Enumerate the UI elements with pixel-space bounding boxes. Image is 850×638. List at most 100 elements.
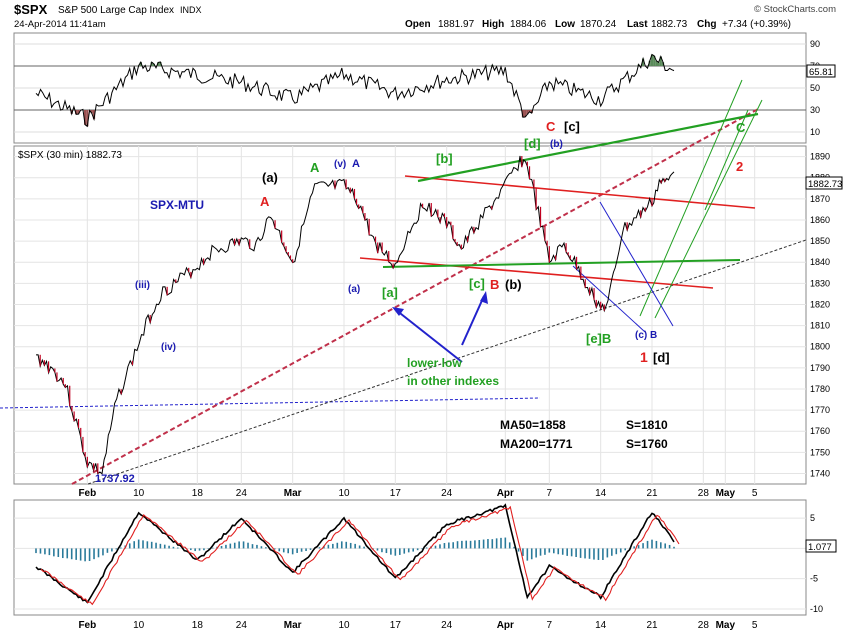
price-tick-label: 1770	[810, 405, 830, 415]
label-A-green: A	[310, 160, 320, 175]
low-label: Low	[555, 19, 575, 30]
price-last-badge: 1882.73	[808, 179, 842, 190]
blue-arrow-1	[395, 309, 463, 363]
label-v: (v)	[334, 159, 346, 170]
price-tick-label: 1750	[810, 447, 830, 457]
x-tick-label: 21	[646, 488, 658, 499]
label-c-green: [c]	[469, 276, 485, 291]
price-tick-label: 1780	[810, 384, 830, 394]
x-tick-label: Mar	[284, 488, 302, 499]
x-tick-label: Mar	[284, 620, 302, 631]
macd-tick-label: -10	[810, 604, 823, 614]
x-tick-label: 28	[698, 488, 710, 499]
rsi-tick-label: 90	[810, 39, 820, 49]
price-tick-label: 1860	[810, 215, 830, 225]
label-iv: (iv)	[161, 342, 176, 353]
label-s1760: S=1760	[626, 437, 668, 451]
label-2-red: 2	[736, 159, 743, 174]
x-tick-label: 24	[441, 620, 453, 631]
macd-signal-line	[40, 505, 680, 606]
label-c-black: [c]	[564, 119, 580, 134]
rsi-panel: 9070503010 65.81	[13, 32, 836, 144]
open-label: Open	[405, 19, 431, 30]
macd-tick-label: 5	[810, 513, 815, 523]
green-lower-line	[382, 259, 741, 268]
x-tick-label: May	[716, 620, 736, 631]
x-tick-label: 5	[752, 488, 758, 499]
blue-wedge-line-1	[599, 201, 674, 327]
label-b-black: (b)	[505, 277, 522, 292]
price-tick-label: 1830	[810, 278, 830, 288]
label-B-red: B	[490, 277, 499, 292]
price-tick-label: 1890	[810, 152, 830, 162]
label-a-blue: (a)	[348, 284, 360, 295]
label-d-green: [d]	[524, 136, 541, 151]
x-tick-label: 14	[595, 488, 607, 499]
price-tick-label: 1870	[810, 194, 830, 204]
open-value: 1881.97	[438, 19, 475, 30]
chart-header: $SPX S&P 500 Large Cap Index INDX 24-Apr…	[14, 2, 836, 30]
label-ma200: MA200=1771	[500, 437, 573, 451]
label-C-red: C	[546, 119, 556, 134]
price-series-line	[35, 155, 675, 475]
label-eB-green: [e]B	[586, 331, 611, 346]
x-tick-label: 10	[133, 488, 145, 499]
high-label: High	[482, 19, 504, 30]
symbol-text: $SPX	[14, 2, 48, 17]
x-tick-label: Feb	[78, 620, 96, 631]
label-iii: (iii)	[135, 280, 150, 291]
price-tick-label: 1740	[810, 468, 830, 478]
label-C-green: C	[736, 120, 746, 135]
red-channel-upper	[404, 175, 756, 209]
price-panel-frame	[13, 145, 807, 485]
price-panel-label: $SPX (30 min) 1882.73	[18, 150, 122, 161]
label-lower-low-2: in other indexes	[407, 374, 499, 388]
label-cB-blue: (c) B	[635, 330, 657, 341]
macd-axis-ticks: 50-5-10	[810, 513, 823, 614]
rsi-tick-label: 30	[810, 105, 820, 115]
price-last-badge-box	[805, 176, 843, 190]
price-tick-label: 1760	[810, 426, 830, 436]
last-label: Last	[627, 19, 648, 30]
blue-dashed-line	[0, 397, 541, 409]
x-tick-label: 10	[338, 620, 350, 631]
label-d-black: [d]	[653, 350, 670, 365]
red-dotted-trend-line	[71, 107, 761, 485]
label-1-red: 1	[640, 349, 648, 365]
x-tick-label: 18	[192, 488, 204, 499]
label-a-black: (a)	[262, 170, 278, 185]
label-lower-low-1: lower low	[407, 356, 462, 370]
x-axis-lower: Feb 10 18 24 Mar 10 17 24 Apr 7 14 21 28 May 5	[78, 620, 757, 631]
label-ma50: MA50=1858	[500, 418, 566, 432]
x-tick-label: 18	[192, 620, 204, 631]
rsi-axis-ticks: 9070503010	[810, 39, 820, 137]
label-1737: 1737.92	[95, 473, 135, 485]
blue-wedge-line-2	[572, 265, 646, 333]
x-tick-label: 17	[390, 620, 402, 631]
chg-label: Chg	[697, 19, 716, 30]
price-tick-label: 1840	[810, 257, 830, 267]
timestamp-text: 24-Apr-2014 11:41am	[14, 19, 106, 30]
price-tick-label: 1820	[810, 299, 830, 309]
price-tick-label: 1810	[810, 321, 830, 331]
exchange-text: INDX	[180, 5, 202, 15]
x-tick-label: Feb	[78, 488, 96, 499]
watermark-text: © StockCharts.com	[754, 4, 836, 15]
label-A-blue: A	[352, 158, 360, 170]
rsi-tick-label: 10	[810, 127, 820, 137]
x-axis-upper: Feb 10 18 24 Mar 10 17 24 Apr 7 14 21 28 May 5	[78, 488, 757, 499]
price-down-bars	[39, 156, 666, 474]
x-tick-label: 24	[236, 488, 248, 499]
black-dashed-support-line	[87, 239, 807, 485]
label-s1810: S=1810	[626, 418, 668, 432]
x-tick-label: 10	[133, 620, 145, 631]
x-tick-label: 7	[547, 488, 553, 499]
x-tick-label: 14	[595, 620, 607, 631]
x-tick-label: 28	[698, 620, 710, 631]
macd-panel-frame	[13, 499, 807, 616]
macd-tick-label: -5	[810, 574, 818, 584]
x-tick-label: 21	[646, 620, 658, 631]
green-channel-a	[639, 79, 743, 317]
x-tick-label: 7	[547, 620, 553, 631]
chg-value: +7.34 (+0.39%)	[722, 19, 791, 30]
